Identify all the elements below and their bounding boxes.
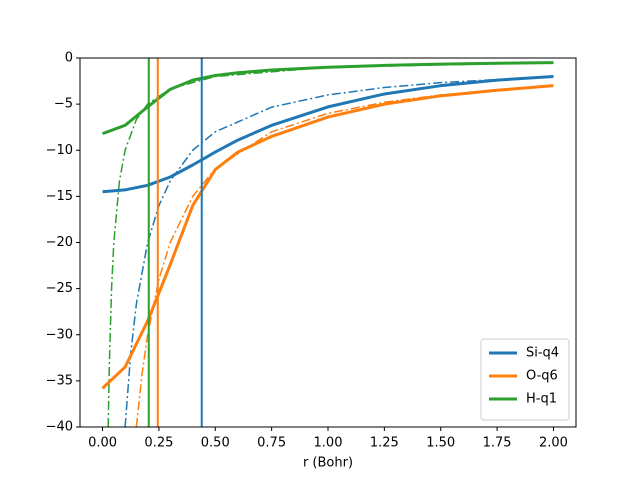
- legend-label: O-q6: [526, 369, 558, 384]
- legend-label: H-q1: [526, 392, 557, 407]
- x-tick-label: 1.00: [314, 436, 343, 451]
- x-tick-label: 1.25: [370, 436, 399, 451]
- coulomb-line: [135, 84, 554, 427]
- series-line: [102, 74, 554, 194]
- x-tick-label: 2.00: [539, 436, 568, 451]
- legend-label: Si-q4: [526, 346, 559, 361]
- coulomb-line: [107, 61, 554, 427]
- y-tick-label: 0: [65, 51, 73, 66]
- y-tick-label: −20: [46, 235, 73, 250]
- y-tick-label: −35: [46, 373, 73, 388]
- x-tick-label: 0.75: [257, 436, 286, 451]
- x-tick-label: 0.50: [201, 436, 230, 451]
- y-tick-label: −30: [46, 327, 73, 342]
- coulomb-line: [124, 75, 554, 427]
- y-tick-label: −40: [46, 420, 73, 435]
- x-axis-label: r (Bohr): [303, 456, 353, 471]
- x-tick-label: 0.25: [144, 436, 173, 451]
- series-line: [102, 61, 554, 136]
- plot-area: [101, 58, 554, 427]
- y-tick-label: −15: [46, 189, 73, 204]
- x-tick-label: 1.50: [426, 436, 455, 451]
- y-tick-label: −10: [46, 143, 73, 158]
- y-tick-label: −25: [46, 281, 73, 296]
- y-tick-label: −5: [54, 97, 73, 112]
- x-tick-label: 0.00: [88, 436, 117, 451]
- x-tick-label: 1.75: [483, 436, 512, 451]
